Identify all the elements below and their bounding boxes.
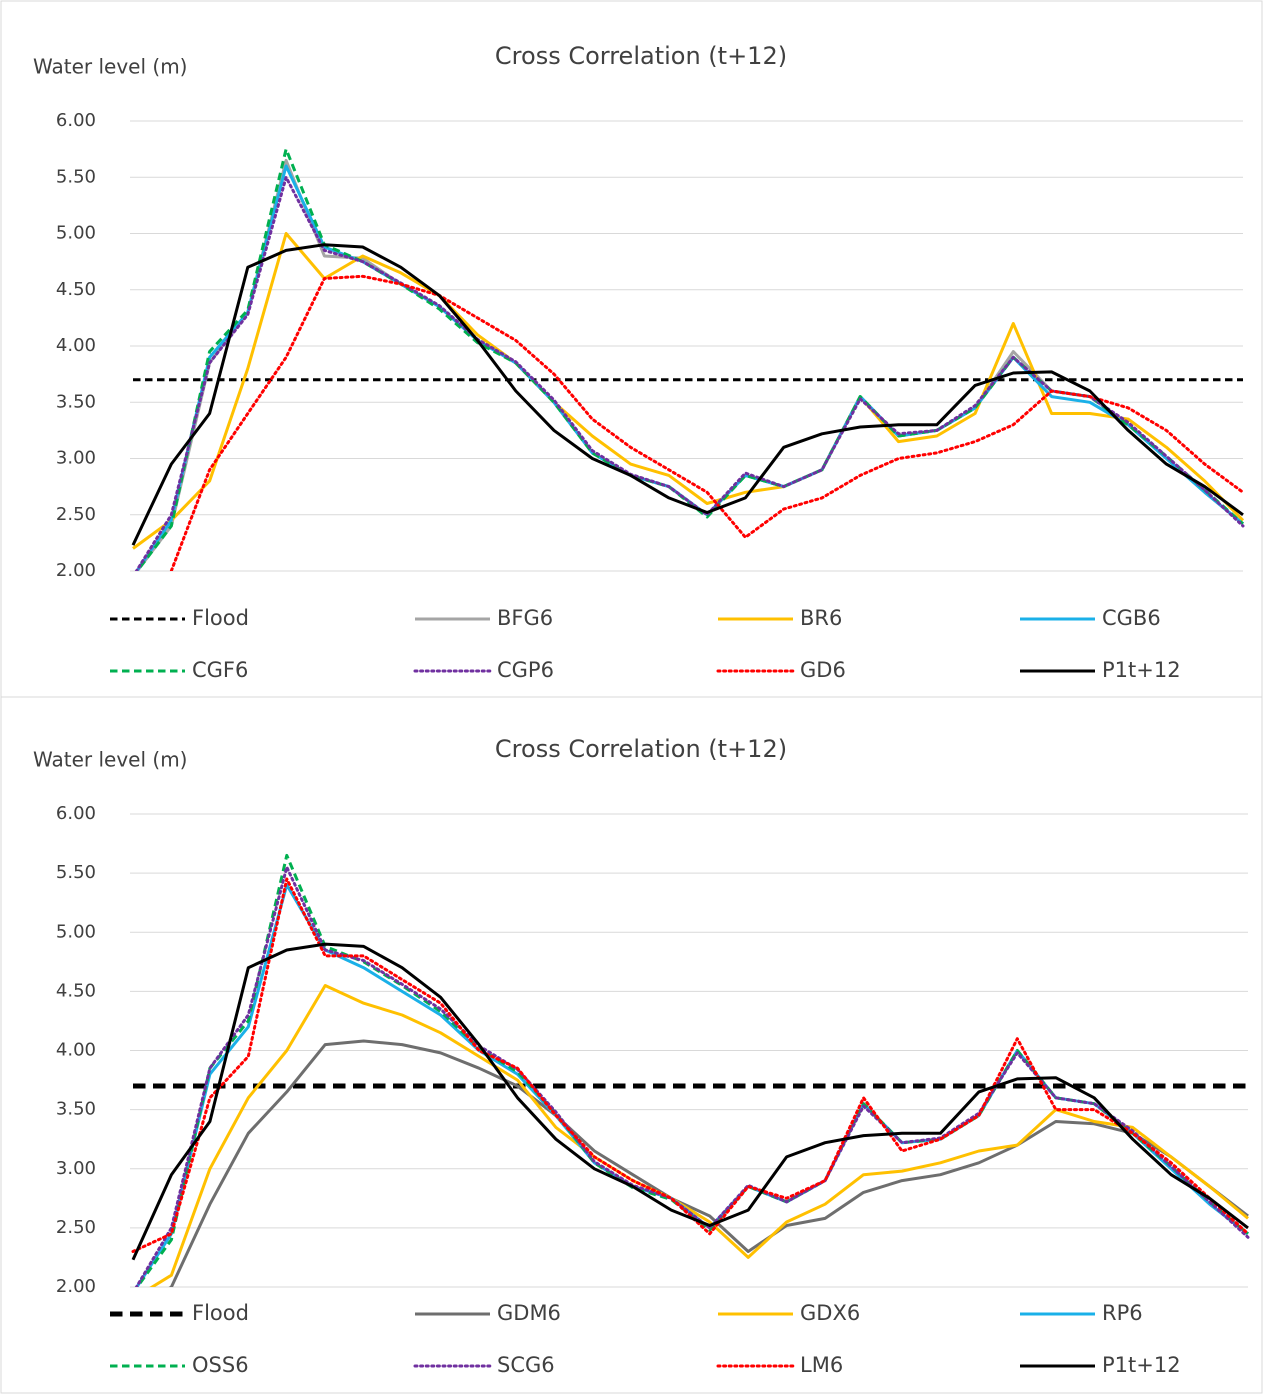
y-tick-label: 4.50 (56, 980, 96, 1001)
series-line (149, 984, 1249, 1287)
y-tick-label: 2.00 (56, 1276, 96, 1297)
y-tick-label: 5.50 (56, 166, 96, 187)
legend-label: SCG6 (497, 1353, 555, 1377)
panel-border (0, 696, 1263, 1394)
legend-label: BR6 (800, 606, 842, 630)
y-axis-label: Water level (m) (33, 55, 187, 79)
series-line (131, 877, 1250, 1253)
y-tick-label: 5.00 (56, 921, 96, 942)
y-tick-label: 2.50 (56, 1217, 96, 1238)
plot-area (131, 147, 1245, 571)
legend-label: LM6 (800, 1353, 843, 1377)
legend-label: OSS6 (192, 1353, 249, 1377)
y-tick-label: 3.00 (56, 448, 96, 469)
legend-label: GD6 (800, 658, 846, 682)
series-line (168, 1039, 1249, 1287)
legend-label: P1t+12 (1102, 658, 1181, 682)
series-line (134, 175, 1245, 571)
y-tick-label: 3.00 (56, 1158, 96, 1179)
series-line (131, 942, 1249, 1261)
legend-label: GDX6 (800, 1301, 860, 1325)
y-tick-label: 2.50 (56, 504, 96, 525)
series-line (135, 883, 1249, 1287)
legend-label: CGP6 (497, 658, 554, 682)
y-tick-label: 6.00 (56, 110, 96, 131)
legend-label: CGB6 (1102, 606, 1161, 630)
series-line (132, 232, 1245, 550)
series-line (134, 865, 1250, 1287)
legend-label: P1t+12 (1102, 1353, 1181, 1377)
y-tick-label: 3.50 (56, 1099, 96, 1120)
y-tick-label: 5.50 (56, 862, 96, 883)
chart-title: Cross Correlation (t+12) (495, 42, 787, 70)
y-tick-label: 4.50 (56, 279, 96, 300)
legend-label: CGF6 (192, 658, 248, 682)
y-tick-label: 5.00 (56, 223, 96, 244)
series-line (168, 274, 1245, 571)
y-tick-label: 2.00 (56, 560, 96, 581)
legend-label: RP6 (1102, 1301, 1143, 1325)
legend-label: BFG6 (497, 606, 553, 630)
y-axis-label: Water level (m) (33, 748, 187, 772)
panel-border (0, 0, 1263, 698)
series-line (131, 243, 1244, 546)
y-tick-label: 4.00 (56, 335, 96, 356)
legend-label: GDM6 (497, 1301, 561, 1325)
y-tick-label: 3.50 (56, 391, 96, 412)
series-line (135, 147, 1244, 571)
legend-label: Flood (192, 1301, 249, 1325)
y-tick-label: 6.00 (56, 803, 96, 824)
series-line (135, 158, 1244, 571)
legend-label: Flood (192, 606, 249, 630)
plot-area (131, 853, 1250, 1287)
y-tick-label: 4.00 (56, 1040, 96, 1061)
chart-title: Cross Correlation (t+12) (495, 735, 787, 763)
